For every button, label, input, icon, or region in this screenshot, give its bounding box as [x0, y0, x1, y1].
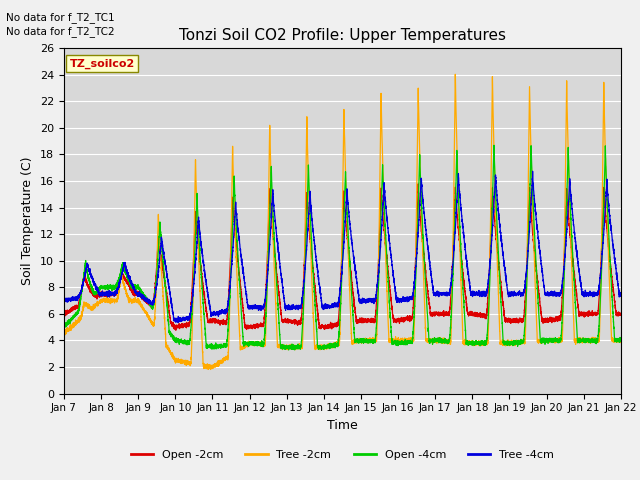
Tree -4cm [594, 289, 602, 295]
Y-axis label: Soil Temperature (C): Soil Temperature (C) [22, 156, 35, 285]
Tree -2cm [467, 341, 475, 347]
Tree -4cm [483, 289, 491, 295]
Open -2cm [324, 323, 332, 328]
Tree -4cm [467, 291, 475, 297]
Text: No data for f_T2_TC2: No data for f_T2_TC2 [6, 26, 115, 37]
Open -2cm [60, 309, 68, 315]
Open -2cm [172, 327, 180, 333]
Open -4cm [483, 335, 491, 341]
Title: Tonzi Soil CO2 Profile: Upper Temperatures: Tonzi Soil CO2 Profile: Upper Temperatur… [179, 28, 506, 43]
Tree -4cm [174, 320, 182, 325]
Tree -4cm [60, 299, 68, 304]
Open -4cm [490, 143, 498, 148]
Tree -2cm [324, 346, 332, 351]
Tree -2cm [587, 337, 595, 343]
Tree -2cm [483, 339, 491, 345]
X-axis label: Time: Time [327, 419, 358, 432]
Tree -2cm [617, 337, 625, 343]
Open -2cm [587, 311, 595, 317]
Open -4cm [587, 336, 595, 342]
Open -2cm [617, 312, 625, 318]
Open -2cm [250, 324, 257, 330]
Open -4cm [60, 324, 68, 330]
Tree -4cm [324, 304, 332, 310]
Line: Open -4cm: Open -4cm [64, 145, 621, 350]
Tree -4cm [587, 292, 595, 298]
Tree -4cm [250, 302, 257, 308]
Open -2cm [467, 310, 475, 315]
Open -2cm [414, 181, 422, 187]
Open -4cm [594, 339, 602, 345]
Open -2cm [594, 312, 602, 317]
Open -4cm [324, 343, 332, 348]
Open -2cm [483, 309, 491, 314]
Line: Open -2cm: Open -2cm [64, 184, 621, 330]
Tree -2cm [451, 72, 459, 77]
Open -4cm [285, 347, 292, 353]
Tree -2cm [60, 331, 68, 337]
Text: TZ_soilco2: TZ_soilco2 [70, 59, 135, 69]
Text: No data for f_T2_TC1: No data for f_T2_TC1 [6, 12, 115, 23]
Open -4cm [250, 343, 257, 348]
Tree -2cm [250, 341, 257, 347]
Tree -4cm [617, 293, 625, 299]
Open -4cm [467, 340, 475, 346]
Tree -4cm [529, 168, 536, 174]
Line: Tree -4cm: Tree -4cm [64, 171, 621, 323]
Legend: Open -2cm, Tree -2cm, Open -4cm, Tree -4cm: Open -2cm, Tree -2cm, Open -4cm, Tree -4… [126, 445, 559, 464]
Tree -2cm [207, 367, 214, 372]
Tree -2cm [594, 339, 602, 345]
Open -4cm [617, 338, 625, 344]
Line: Tree -2cm: Tree -2cm [64, 74, 621, 370]
